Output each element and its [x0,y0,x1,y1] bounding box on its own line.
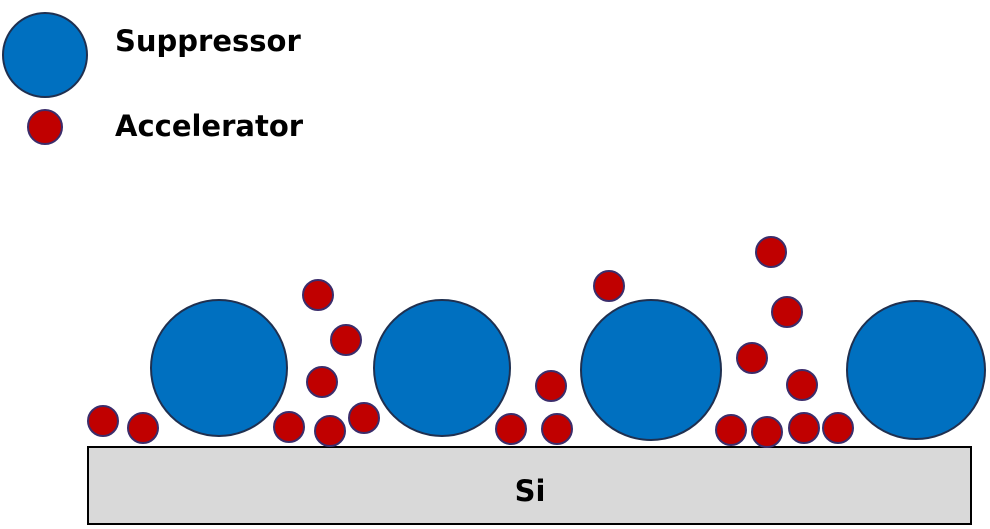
accelerator [593,270,625,302]
accelerator [541,413,573,445]
accelerator [302,279,334,311]
accelerator [314,415,346,447]
accelerator [755,236,787,268]
suppressor [373,299,511,437]
legend-accelerator-icon [27,109,63,145]
accelerators [87,236,854,448]
accelerator [715,414,747,446]
accelerator [273,411,305,443]
accelerator [535,370,567,402]
accelerator [751,416,783,448]
accelerator [348,402,380,434]
suppressor [150,299,288,437]
accelerator [788,412,820,444]
suppressor [580,299,722,441]
substrate-label: Si [515,474,546,508]
accelerator [330,324,362,356]
substrate [87,446,972,525]
accelerator [306,366,338,398]
accelerator [736,342,768,374]
legend: Suppressor Accelerator [2,12,304,145]
legend-label: Suppressor [115,24,301,58]
accelerator [495,413,527,445]
suppressor [846,300,986,440]
legend-suppressor-icon [2,12,88,98]
accelerator [771,296,803,328]
legend-label: Accelerator [115,109,304,143]
accelerator [87,405,119,437]
accelerator [822,412,854,444]
accelerator [127,412,159,444]
suppressors [150,299,986,441]
accelerator [786,369,818,401]
